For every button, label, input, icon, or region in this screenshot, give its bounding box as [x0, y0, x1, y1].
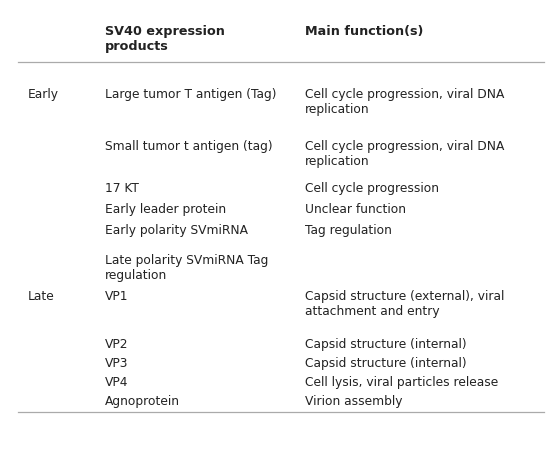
- Text: Virion assembly: Virion assembly: [305, 395, 402, 408]
- Text: Tag regulation: Tag regulation: [305, 224, 392, 237]
- Text: Late: Late: [28, 290, 55, 303]
- Text: Cell lysis, viral particles release: Cell lysis, viral particles release: [305, 376, 498, 389]
- Text: VP3: VP3: [105, 357, 129, 370]
- Text: Large tumor T antigen (Tag): Large tumor T antigen (Tag): [105, 88, 277, 101]
- Text: Agnoprotein: Agnoprotein: [105, 395, 180, 408]
- Text: Cell cycle progression: Cell cycle progression: [305, 182, 439, 195]
- Text: Cell cycle progression, viral DNA
replication: Cell cycle progression, viral DNA replic…: [305, 88, 504, 116]
- Text: Capsid structure (internal): Capsid structure (internal): [305, 357, 467, 370]
- Text: Capsid structure (external), viral
attachment and entry: Capsid structure (external), viral attac…: [305, 290, 504, 318]
- Text: VP4: VP4: [105, 376, 129, 389]
- Text: Late polarity SVmiRNA Tag
regulation: Late polarity SVmiRNA Tag regulation: [105, 254, 268, 282]
- Text: Early: Early: [28, 88, 59, 101]
- Text: SV40 expression
products: SV40 expression products: [105, 25, 225, 53]
- Text: Capsid structure (internal): Capsid structure (internal): [305, 338, 467, 351]
- Text: Early polarity SVmiRNA: Early polarity SVmiRNA: [105, 224, 248, 237]
- Text: VP2: VP2: [105, 338, 129, 351]
- Text: VP1: VP1: [105, 290, 129, 303]
- Text: Small tumor t antigen (tag): Small tumor t antigen (tag): [105, 140, 273, 153]
- Text: Main function(s): Main function(s): [305, 25, 423, 38]
- Text: Unclear function: Unclear function: [305, 203, 406, 216]
- Text: 17 KT: 17 KT: [105, 182, 139, 195]
- Text: Early leader protein: Early leader protein: [105, 203, 226, 216]
- Text: Cell cycle progression, viral DNA
replication: Cell cycle progression, viral DNA replic…: [305, 140, 504, 168]
